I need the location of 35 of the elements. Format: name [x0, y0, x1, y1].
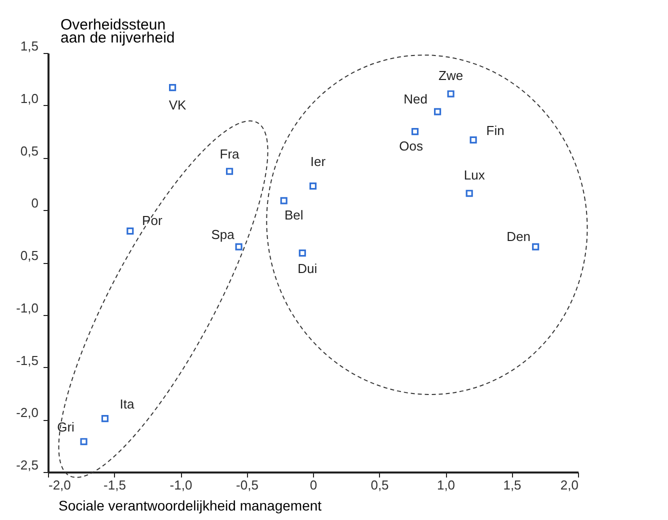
- y-tick-label: 0,5: [20, 143, 38, 158]
- annotation: Fra: [220, 146, 240, 162]
- y-tick-label: 0: [31, 196, 38, 211]
- annotation: Por: [142, 213, 163, 228]
- x-tick-label: 2,0: [560, 478, 578, 492]
- annotation: Fin: [486, 122, 504, 138]
- x-tick-label: -2,0: [48, 478, 71, 492]
- x-tick-label: 1,5: [503, 478, 522, 492]
- y-tick-label: -2,5: [16, 458, 38, 472]
- annotation: VK: [168, 98, 187, 113]
- annotation: Zwe: [438, 68, 464, 83]
- annotation: Oos: [399, 138, 424, 154]
- annotation: Spa: [211, 226, 236, 242]
- y-tick-label: -1,5: [16, 352, 38, 368]
- y-tick-label: -1,0: [16, 300, 38, 316]
- x-tick-label: -1,5: [104, 478, 126, 492]
- y-axis-title: Overheidssteun aan de nijverheid: [60, 16, 175, 46]
- annotation: Lux: [464, 167, 486, 182]
- annotation: Dui: [298, 261, 318, 276]
- annotation: Gri: [57, 420, 75, 435]
- annotation: Bel: [284, 208, 304, 223]
- x-tick-label: -1,0: [170, 478, 192, 492]
- y-tick-label: 0,5: [20, 248, 38, 263]
- annotation: Den: [506, 228, 531, 244]
- x-axis-title: Sociale verantwoordelijkheid management: [58, 498, 322, 514]
- annotation: Ita: [120, 396, 135, 412]
- annotation: Ier: [310, 154, 326, 170]
- y-tick-label: 1,0: [20, 90, 38, 106]
- x-tick-label: 0,5: [370, 478, 389, 492]
- y-tick-label: -2,0: [16, 405, 38, 420]
- x-tick-label: 0: [310, 478, 318, 492]
- annotation: Ned: [404, 92, 428, 107]
- x-tick-label: 1,0: [436, 478, 456, 492]
- y-tick-label: 1,5: [20, 38, 38, 54]
- x-tick-label: -0,5: [236, 478, 258, 492]
